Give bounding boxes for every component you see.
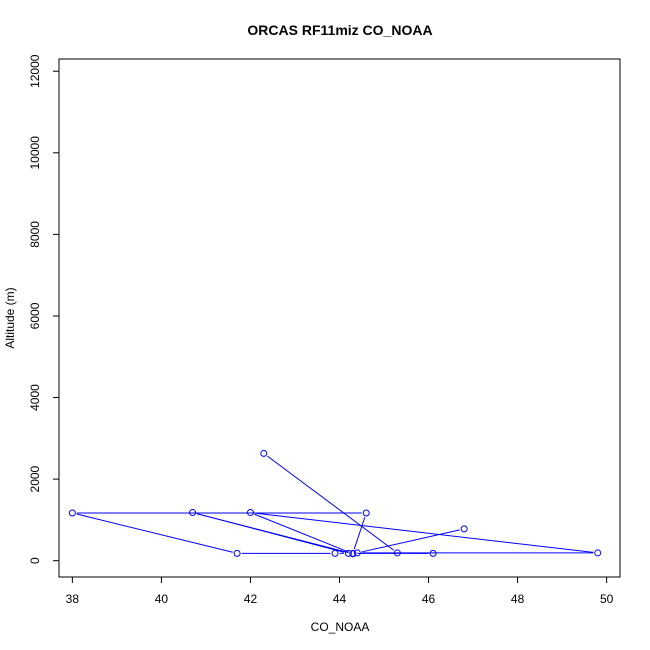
data-point — [460, 525, 468, 533]
data-point — [233, 549, 241, 557]
y-tick-label: 10000 — [28, 136, 42, 170]
x-tick-label: 48 — [511, 592, 525, 606]
series-segment — [254, 513, 349, 553]
data-point — [349, 550, 357, 558]
y-tick-label: 2000 — [28, 465, 42, 492]
data-point — [260, 449, 268, 457]
data-point — [331, 549, 339, 557]
x-tick-label: 38 — [66, 592, 80, 606]
y-axis: 0 2000 4000 6000 8000 10000 12000 — [28, 54, 60, 564]
data-point — [246, 509, 254, 517]
x-tick-label: 46 — [422, 592, 436, 606]
plot-frame — [58, 58, 621, 578]
chart-title: ORCAS RF11miz CO_NOAA — [247, 22, 432, 38]
data-point — [594, 549, 602, 557]
y-tick-label: 0 — [28, 557, 42, 564]
y-tick-label: 8000 — [28, 221, 42, 248]
y-tick-label: 4000 — [28, 384, 42, 411]
series-segment — [361, 529, 460, 553]
x-tick-label: 50 — [600, 592, 614, 606]
series-segment — [267, 455, 395, 551]
data-point — [429, 549, 437, 557]
series-segment — [196, 513, 349, 554]
data-point — [362, 509, 370, 517]
y-axis-label: Altitude (m) — [3, 287, 17, 348]
x-tick-label: 40 — [155, 592, 169, 606]
series-segment — [76, 513, 233, 553]
x-tick-label: 44 — [333, 592, 347, 606]
x-axis: 38 40 42 44 46 48 50 — [66, 576, 614, 606]
y-tick-label: 12000 — [28, 54, 42, 88]
data-point — [393, 549, 401, 557]
x-tick-label: 42 — [244, 592, 258, 606]
series-segment — [254, 512, 594, 553]
y-tick-label: 6000 — [28, 302, 42, 329]
data-point — [344, 549, 352, 557]
data-point — [353, 549, 361, 557]
series-segment — [353, 517, 366, 550]
data-point — [189, 509, 197, 517]
data-point — [68, 509, 76, 517]
series-layer — [68, 449, 602, 558]
x-axis-label: CO_NOAA — [311, 620, 370, 634]
